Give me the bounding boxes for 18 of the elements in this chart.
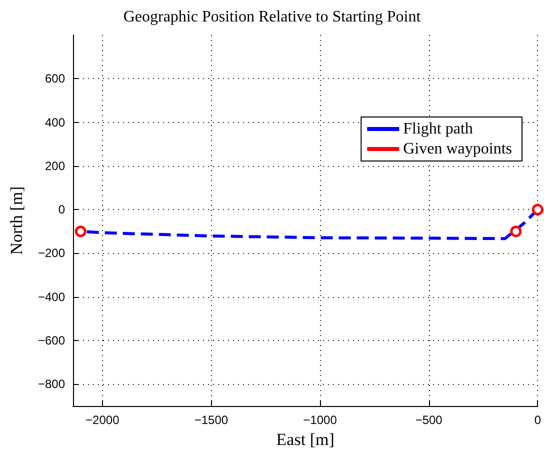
- y-tick-label: 600: [44, 72, 66, 86]
- y-tick-label: −400: [38, 290, 66, 304]
- y-tick-label: −600: [38, 334, 66, 348]
- y-tick-label: 400: [44, 115, 66, 130]
- y-tick-label: −200: [38, 246, 66, 260]
- x-tick-label: −1500: [194, 413, 228, 427]
- y-tick-label: 200: [44, 158, 66, 173]
- x-tick-label: 0: [534, 413, 542, 427]
- chart-title: Geographic Position Relative to Starting Point: [123, 8, 422, 26]
- legend-label: Flight path: [403, 120, 473, 138]
- legend-label: Given waypoints: [403, 140, 512, 158]
- y-tick-label: −800: [38, 377, 66, 392]
- x-tick-label: −2000: [86, 413, 120, 427]
- x-tick-label: −500: [415, 413, 443, 427]
- y-tick-label: 0: [58, 202, 66, 217]
- x-axis-title: East [m]: [276, 430, 334, 449]
- y-axis-title: North [m]: [7, 186, 26, 255]
- x-tick-label: −1000: [303, 413, 338, 427]
